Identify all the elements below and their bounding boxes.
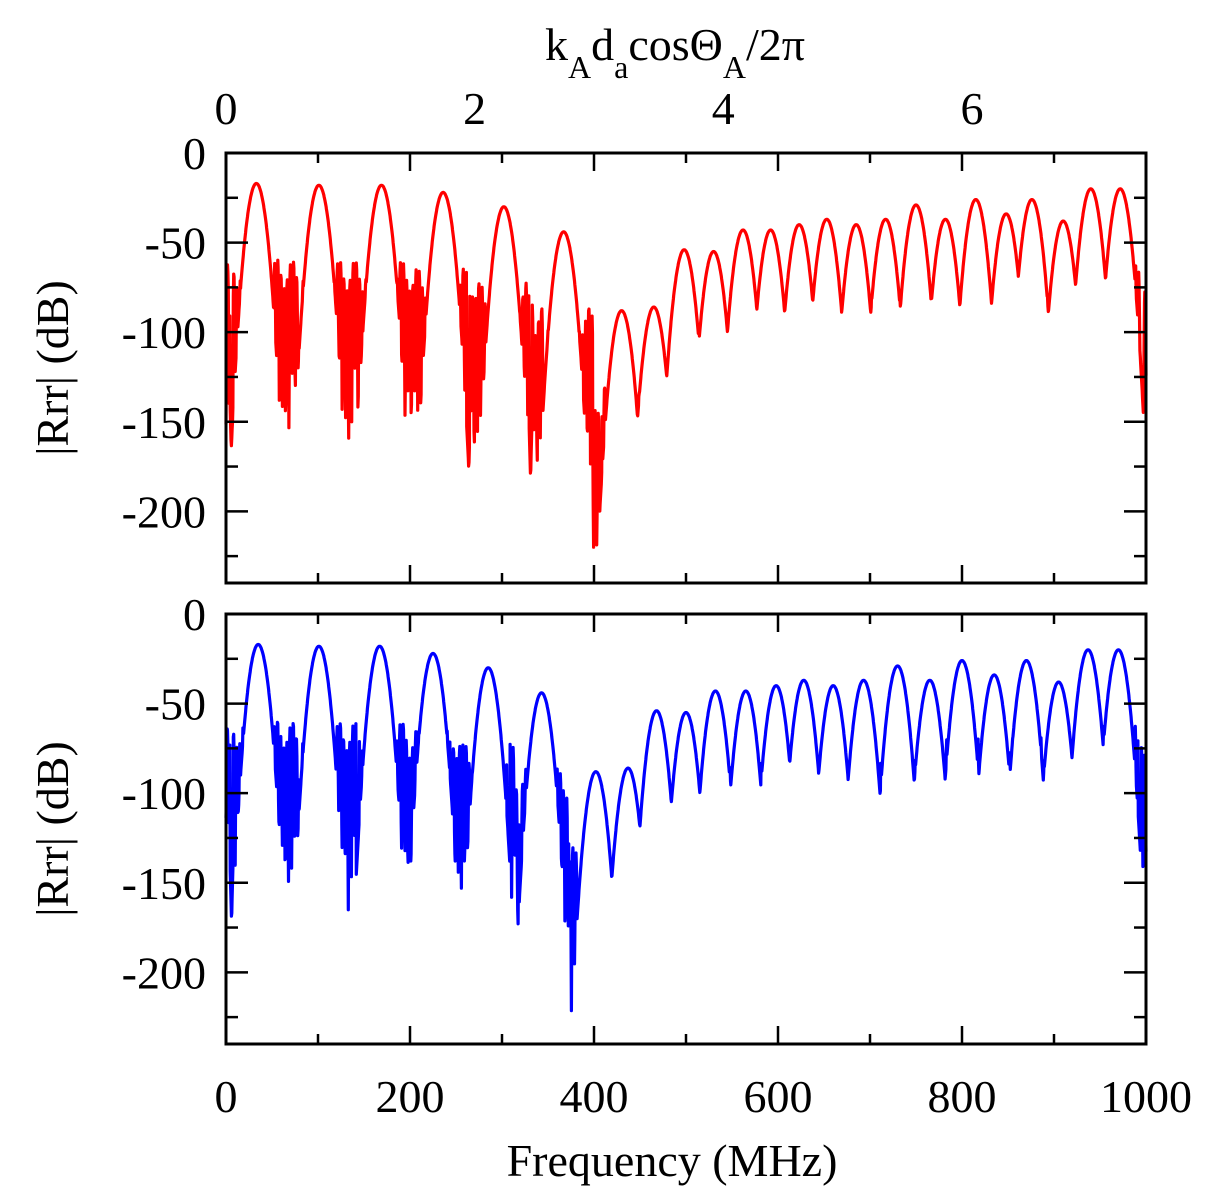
top-axis-label: kAdacosΘA/2π: [545, 19, 805, 85]
plot-area-red: [224, 181, 1148, 549]
x-ticks-blue: 0 200 400 600 800 1000: [215, 614, 1192, 1122]
panel-blue: 0 -50 -100 -150 -200 0 200 400 600 800 1000 |Rrr|…: [27, 589, 1192, 1122]
y-tick-label: 0: [183, 589, 206, 640]
x-tick-label: 800: [928, 1071, 997, 1122]
y-tick-label: -50: [145, 679, 206, 730]
series-line: [224, 181, 1148, 549]
y-tick-label: -50: [145, 218, 206, 269]
x-tick-label: 1000: [1100, 1071, 1192, 1122]
y-tick-label: -150: [122, 858, 206, 909]
top-tick-label: 0: [215, 83, 238, 134]
y-axis-label-red: |Rrr| (dB): [27, 280, 78, 456]
y-ticks-blue: 0 -50 -100 -150 -200: [122, 589, 1146, 1019]
top-axis-ticks: 0 2 4 6: [215, 83, 984, 134]
top-tick-label: 2: [463, 83, 486, 134]
y-tick-label: 0: [183, 128, 206, 179]
x-ticks-red: [224, 153, 1148, 583]
panel-red: 0 -50 -100 -150 -200 |Rrr| (dB): [27, 128, 1148, 585]
y-axis-label-blue: |Rrr| (dB): [27, 741, 78, 917]
x-tick-label: 400: [560, 1071, 629, 1122]
y-tick-label: -200: [122, 486, 206, 537]
x-tick-label: 600: [744, 1071, 813, 1122]
y-tick-label: -200: [122, 947, 206, 998]
x-tick-label: 200: [376, 1071, 445, 1122]
top-tick-label: 6: [960, 83, 983, 134]
x-tick-label: 0: [215, 1071, 238, 1122]
y-tick-label: -100: [122, 307, 206, 358]
top-tick-label: 4: [712, 83, 735, 134]
frame-blue: [224, 612, 1148, 1046]
y-tick-label: -100: [122, 768, 206, 819]
y-ticks-red: 0 -50 -100 -150 -200: [122, 128, 1146, 558]
x-axis-label: Frequency (MHz): [507, 1135, 838, 1186]
series-line: [224, 642, 1148, 1013]
plot-area-blue: [224, 642, 1148, 1013]
y-tick-label: -150: [122, 397, 206, 448]
